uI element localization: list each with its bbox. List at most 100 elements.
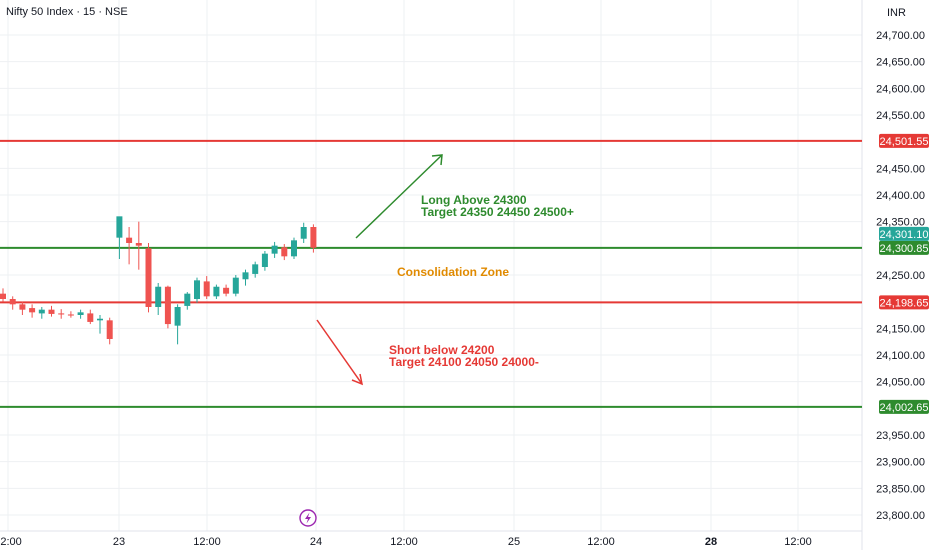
last-price-tag: [879, 226, 929, 241]
price-axis-ticks: 24,700.00 24,650.00 24,600.00 24,550.00 24,4…: [876, 30, 925, 522]
candle-body: [213, 286, 220, 297]
candle-body: [291, 240, 297, 257]
time-tick-label: 12:00: [390, 536, 418, 548]
candle-up: [116, 216, 123, 259]
time-tick-label: 28: [705, 536, 717, 548]
candle-down: [87, 309, 94, 325]
last-price-tag-label: 24,301.10: [880, 229, 929, 241]
long-annotation-line1: Long Above 24300: [421, 193, 527, 207]
long-annotation-line2: Target 24350 24450 24500+: [421, 205, 574, 219]
candle-body: [164, 286, 171, 325]
price-tick-label: 23,950.00: [876, 430, 925, 442]
candle-body: [174, 307, 181, 326]
price-tick-label: 23,800.00: [876, 510, 925, 522]
price-tick-label: 23,850.00: [876, 483, 925, 495]
candle-up: [232, 275, 239, 297]
time-axis-ticks: 12:00 23 12:00 24 12:00 25 12:00 28 12:00: [0, 536, 812, 548]
candle-down: [145, 243, 152, 313]
horizontal-levels: [0, 139, 862, 408]
candle-body: [223, 287, 230, 294]
resistance-24501-tag-label: 24,501.55: [880, 136, 929, 148]
candle-up: [155, 283, 162, 315]
candle-down: [126, 227, 133, 265]
price-tick-label: 24,700.00: [876, 30, 925, 42]
candle-body: [116, 216, 123, 238]
candle-body: [271, 245, 278, 254]
time-tick-label: 12:00: [0, 536, 22, 548]
candle-up: [97, 315, 103, 334]
candle-up: [38, 307, 45, 319]
price-tags: 24,501.55 24,300.85 24,198.65 24,002.65 24,3…: [879, 133, 929, 414]
candle-body: [97, 318, 103, 321]
price-tick-label: 23,900.00: [876, 457, 925, 469]
grid: [0, 0, 862, 531]
candle-body: [232, 277, 239, 294]
support-24002-tag: [879, 399, 929, 414]
candle-up: [271, 241, 278, 258]
price-tick-label: 24,350.00: [876, 217, 925, 229]
candle-down: [29, 304, 36, 318]
price-tick-label: 24,250.00: [876, 270, 925, 282]
price-tick-label: 24,100.00: [876, 350, 925, 362]
candle-up: [291, 237, 297, 259]
support-24002-tag-label: 24,002.65: [880, 402, 929, 414]
level-24198-tag-label: 24,198.65: [880, 297, 929, 309]
candle-body: [242, 272, 249, 280]
level-24198-tag: [879, 295, 929, 310]
candle-body: [126, 237, 133, 243]
candle-down: [9, 296, 16, 310]
candle-body: [38, 309, 45, 314]
price-tick-label: 24,650.00: [876, 57, 925, 69]
candle-down: [310, 224, 317, 253]
candle-body: [9, 299, 16, 305]
time-tick-label: 25: [508, 536, 520, 548]
candle-up: [184, 292, 191, 310]
candle-body: [261, 253, 268, 267]
candle-up: [194, 277, 200, 303]
candle-body: [19, 304, 26, 310]
candle-up: [77, 309, 84, 319]
candle-down: [281, 244, 288, 261]
candle-body: [87, 313, 94, 322]
long-arrow: [355, 154, 443, 239]
candle-down: [203, 276, 210, 299]
candle-up: [213, 284, 220, 299]
candle-down: [106, 317, 113, 345]
candle-body: [145, 248, 152, 307]
time-tick-label: 12:00: [193, 536, 221, 548]
candle-body: [77, 312, 84, 315]
short-annotation-line2: Target 24100 24050 24000-: [389, 355, 539, 369]
price-tick-label: 24,550.00: [876, 110, 925, 122]
candle-down: [67, 311, 74, 318]
candle-body: [0, 293, 6, 299]
candle-body: [194, 280, 200, 299]
level-24300-tag: [879, 240, 929, 255]
candle-down: [19, 301, 26, 315]
candle-body: [300, 227, 307, 239]
candle-up: [242, 269, 249, 286]
consolidation-zone-label: Consolidation Zone: [397, 265, 509, 279]
candle-up: [174, 304, 181, 345]
candle-down: [223, 284, 230, 297]
candle-down: [58, 309, 65, 319]
candle-body: [155, 286, 162, 307]
time-tick-label: 12:00: [587, 536, 615, 548]
candle-body: [310, 227, 317, 248]
symbol-title: Nifty 50 Index · 15 · NSE: [6, 6, 128, 18]
candle-up: [252, 261, 259, 278]
candle-body: [67, 314, 74, 316]
candle-body: [135, 243, 142, 246]
candle-body: [252, 264, 259, 274]
candle-down: [135, 221, 142, 270]
time-tick-label: 23: [113, 536, 125, 548]
time-tick-label: 24: [310, 536, 322, 548]
currency-label: INR: [887, 7, 906, 19]
candle-body: [281, 247, 288, 257]
candle-body: [184, 293, 191, 306]
price-tick-label: 24,450.00: [876, 163, 925, 175]
candle-up: [261, 251, 268, 271]
candle-body: [29, 308, 36, 313]
lightning-event-icon[interactable]: [299, 509, 317, 527]
price-tick-label: 24,600.00: [876, 83, 925, 95]
candle-body: [203, 281, 210, 297]
